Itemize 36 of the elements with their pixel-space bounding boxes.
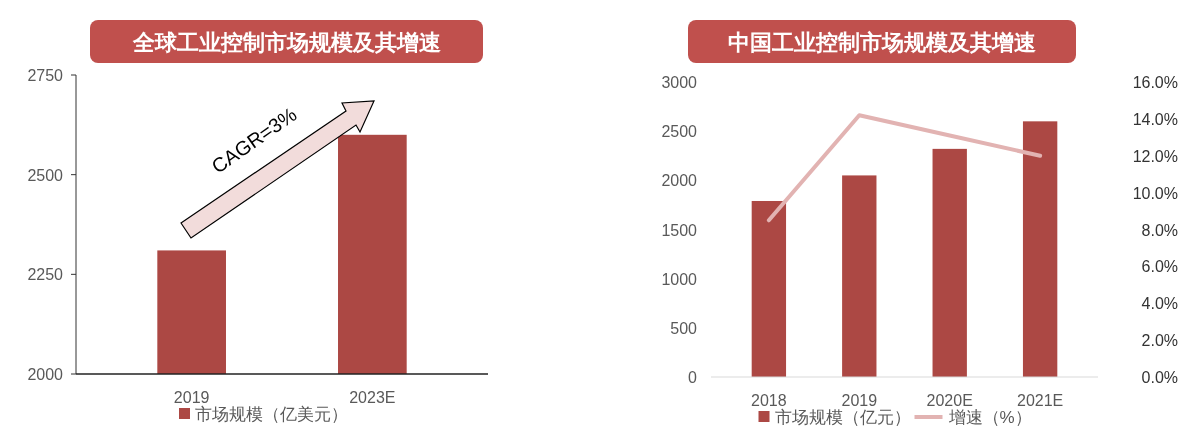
y2-tick-label: 2.0% — [1141, 332, 1178, 350]
x-tick-label: 2023E — [349, 389, 396, 406]
line-series — [766, 113, 1043, 223]
y2-tick-label: 8.0% — [1141, 221, 1178, 239]
y2-tick-label: 0.0% — [1141, 369, 1178, 386]
x-tick-label: 2020E — [926, 392, 973, 409]
y-tick-label: 2000 — [27, 366, 64, 383]
legend-label: 市场规模（亿元） — [774, 408, 911, 427]
y2-tick-label: 4.0% — [1141, 295, 1178, 313]
y-tick-label: 2500 — [661, 123, 698, 141]
y2-tick-label: 12.0% — [1132, 147, 1178, 165]
y2-tick-label: 10.0% — [1132, 184, 1178, 202]
bar — [751, 200, 787, 377]
y-tick-label: 2250 — [27, 266, 64, 284]
chart-title: 中国工业控制市场规模及其增速 — [728, 30, 1036, 55]
y-tick-label: 3000 — [661, 74, 698, 91]
y2-tick-label: 16.0% — [1132, 74, 1178, 91]
y-tick-label: 0 — [688, 369, 698, 386]
y-tick-label: 1000 — [661, 270, 698, 288]
x-tick-label: 2018 — [751, 392, 787, 409]
y2-tick-label: 14.0% — [1132, 110, 1178, 128]
bar — [1022, 121, 1058, 377]
x-tick-label: 2021E — [1017, 392, 1064, 409]
y2-tick-label: 6.0% — [1141, 258, 1178, 276]
y-tick-label: 2500 — [27, 166, 64, 184]
chart-title: 全球工业控制市场规模及其增速 — [131, 30, 441, 55]
y-tick-label: 2750 — [27, 67, 64, 84]
x-tick-label: 2019 — [841, 392, 878, 409]
y-tick-label: 1500 — [661, 221, 698, 239]
bar — [842, 175, 877, 377]
bar — [932, 148, 967, 377]
legend-label: 市场规模（亿美元） — [195, 405, 348, 424]
y-tick-label: 500 — [670, 319, 698, 337]
x-tick-label: 2019 — [173, 389, 210, 406]
y-tick-label: 2000 — [661, 172, 698, 190]
legend-label: 增速（%） — [947, 408, 1032, 427]
